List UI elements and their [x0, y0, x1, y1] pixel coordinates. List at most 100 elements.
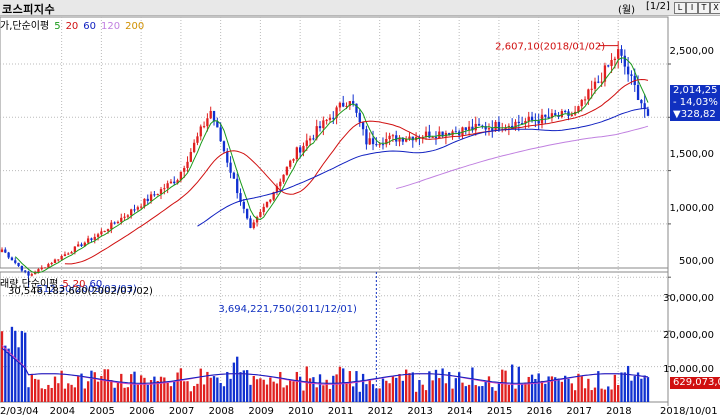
- volume-bar: [159, 376, 163, 402]
- tool-button-i[interactable]: I: [686, 2, 698, 14]
- volume-bar: [302, 390, 305, 402]
- volume-bar: [424, 390, 428, 402]
- volume-bar: [156, 380, 159, 402]
- volume-bar: [100, 375, 103, 402]
- volume-bar: [123, 387, 126, 402]
- price-candle: [163, 188, 166, 190]
- price-candle: [216, 121, 219, 128]
- change-amount-badge: ▼328,82: [670, 109, 720, 121]
- volume-bar: [4, 345, 7, 402]
- volume-bar: [93, 372, 96, 402]
- price-candle: [474, 123, 477, 131]
- price-candle: [40, 267, 43, 270]
- volume-bar: [361, 373, 365, 402]
- price-candle: [183, 168, 186, 172]
- price-candle: [355, 103, 358, 113]
- price-candle: [497, 121, 501, 130]
- price-candle: [189, 151, 192, 162]
- price-candle: [348, 101, 352, 106]
- price-candle: [626, 66, 630, 75]
- price-candle: [86, 238, 90, 243]
- price-candle: [504, 127, 507, 130]
- volume-bar: [560, 381, 564, 402]
- price-candle: [464, 127, 467, 131]
- volume-bar: [355, 371, 358, 402]
- price-candle: [70, 252, 73, 254]
- volume-bar: [504, 370, 507, 402]
- volume-bar: [623, 372, 626, 402]
- price-candle: [530, 116, 534, 121]
- price-candle: [285, 166, 289, 175]
- volume-bar: [259, 378, 262, 402]
- volume-bar: [103, 369, 106, 402]
- x-tick-label: 2011: [327, 406, 354, 417]
- price-candle: [262, 206, 265, 212]
- volume-bar: [236, 356, 239, 402]
- volume-bar: [126, 387, 130, 402]
- volume-bar: [77, 376, 80, 402]
- volume-bar: [636, 372, 640, 402]
- price-candle: [265, 201, 269, 207]
- vma-5-label: 5: [62, 279, 69, 290]
- price-candle: [527, 116, 530, 122]
- volume-bar: [169, 386, 173, 402]
- volume-bar: [17, 347, 20, 402]
- price-candle: [37, 269, 40, 273]
- price-candle: [441, 131, 444, 137]
- price-candle: [623, 55, 626, 67]
- volume-bar: [414, 391, 418, 402]
- volume-bar: [418, 380, 421, 402]
- volume-bar: [378, 388, 381, 402]
- price-candle: [14, 260, 17, 263]
- volume-bar: [37, 379, 40, 402]
- tool-button-t[interactable]: T: [698, 2, 710, 14]
- volume-bar: [279, 371, 282, 402]
- volume-bar: [116, 381, 120, 402]
- volume-bar: [86, 381, 90, 402]
- ma-200-label: 200: [125, 21, 145, 32]
- price-candle: [587, 89, 590, 100]
- price-candle: [590, 88, 593, 90]
- volume-bar: [610, 389, 613, 402]
- ma-120-label: 120: [101, 21, 121, 32]
- price-candle: [554, 113, 557, 116]
- volume-bar: [643, 375, 646, 402]
- volume-bar: [524, 382, 527, 402]
- volume-bar: [600, 388, 603, 402]
- ma-60-label: 60: [83, 21, 97, 32]
- volume-bar: [451, 388, 454, 402]
- volume-tick-10000: 10,000,00: [663, 364, 714, 375]
- volume-bar: [325, 379, 328, 402]
- volume-bar: [120, 373, 123, 402]
- volume-bar: [209, 377, 212, 402]
- price-candle: [424, 131, 428, 137]
- price-candle: [467, 126, 471, 131]
- price-candle: [547, 116, 550, 119]
- price-candle: [315, 126, 318, 139]
- tool-button-l[interactable]: L: [674, 2, 686, 14]
- price-candle: [136, 207, 139, 210]
- volume-bar: [428, 371, 431, 402]
- x-tick-label: 2010: [288, 406, 314, 417]
- volume-bar: [322, 385, 325, 402]
- volume-bar: [47, 384, 50, 402]
- volume-min-annotation: 30,546,182,600(2002/07/02): [8, 286, 153, 297]
- volume-bar: [491, 387, 494, 402]
- volume-bar: [179, 368, 183, 402]
- price-candle: [27, 271, 30, 276]
- period-label[interactable]: (월): [618, 5, 636, 16]
- price-candle: [636, 84, 640, 100]
- volume-bar: [441, 368, 444, 402]
- volume-bar: [570, 383, 573, 402]
- price-candle: [249, 218, 252, 228]
- volume-tick-20000: 20,000,00: [663, 330, 714, 341]
- volume-bar: [33, 378, 37, 402]
- price-tick-1000: 1,000,00: [669, 203, 714, 214]
- price-candle: [4, 249, 7, 253]
- close-button[interactable]: X: [710, 2, 720, 14]
- volume-bar: [196, 383, 199, 402]
- price-candle: [192, 142, 196, 152]
- price-candle: [318, 126, 322, 129]
- price-candle: [537, 120, 540, 124]
